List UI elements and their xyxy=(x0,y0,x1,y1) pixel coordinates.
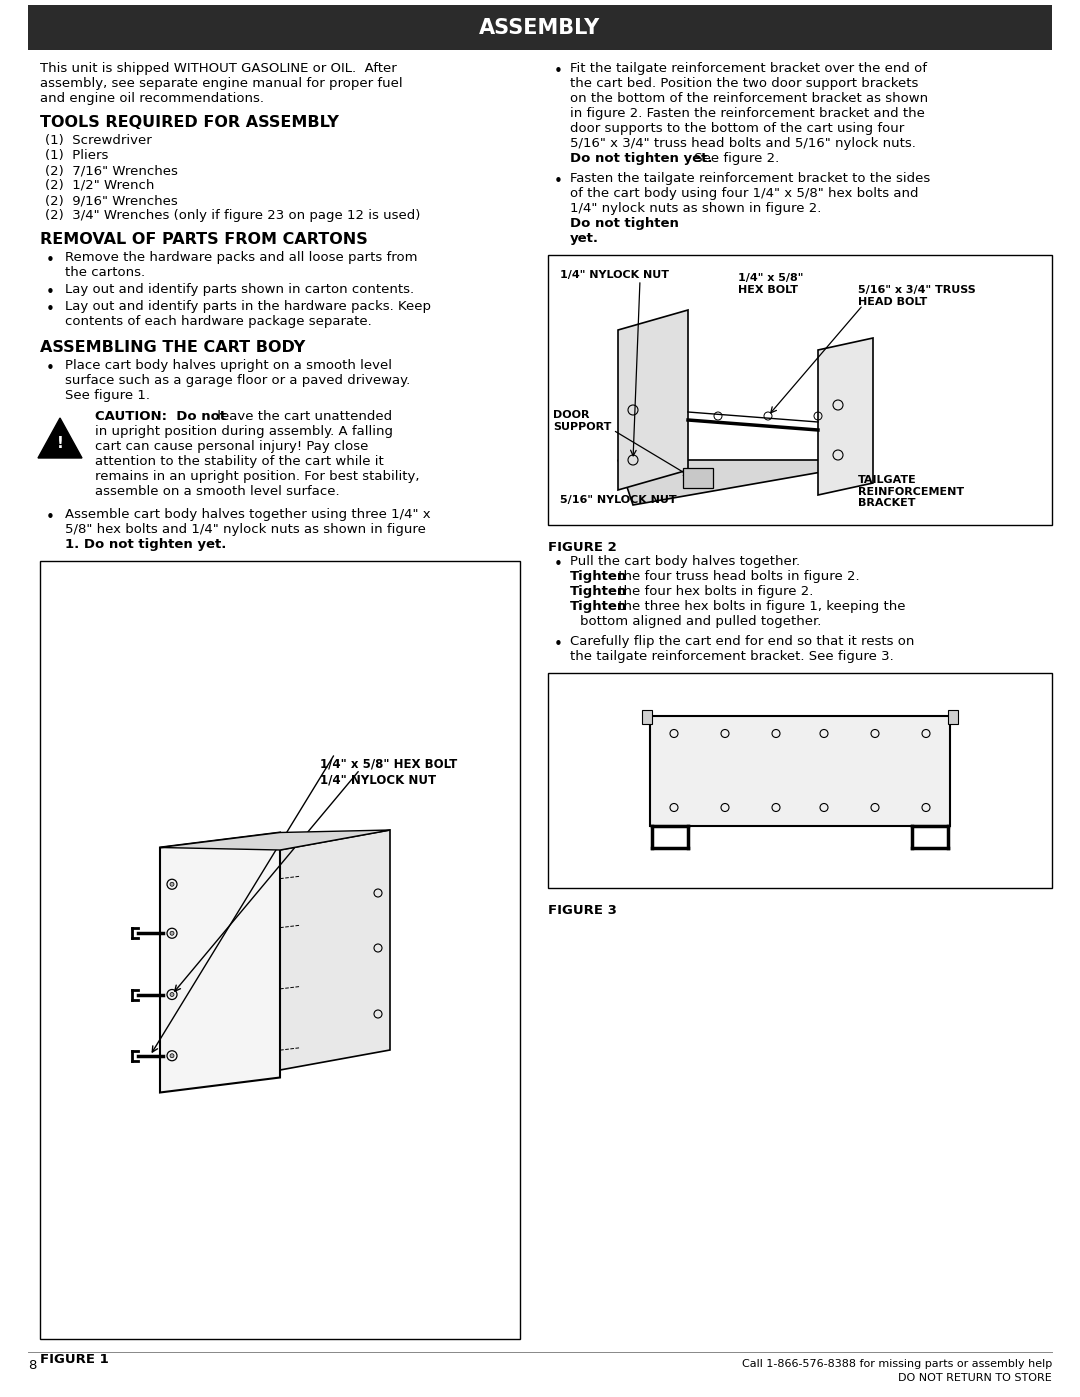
Text: surface such as a garage floor or a paved driveway.: surface such as a garage floor or a pave… xyxy=(65,374,410,387)
Text: the cart bed. Position the two door support brackets: the cart bed. Position the two door supp… xyxy=(570,77,918,89)
Circle shape xyxy=(170,932,174,935)
Text: See figure 1.: See figure 1. xyxy=(65,388,150,402)
Text: assemble on a smooth level surface.: assemble on a smooth level surface. xyxy=(95,485,339,497)
Text: Tighten: Tighten xyxy=(570,599,627,613)
Circle shape xyxy=(170,992,174,996)
Text: Lay out and identify parts shown in carton contents.: Lay out and identify parts shown in cart… xyxy=(65,284,414,296)
Polygon shape xyxy=(38,418,82,458)
Text: 5/8" hex bolts and 1/4" nylock nuts as shown in figure: 5/8" hex bolts and 1/4" nylock nuts as s… xyxy=(65,522,426,536)
Circle shape xyxy=(170,1053,174,1058)
Text: 1/4" nylock nuts as shown in figure 2.: 1/4" nylock nuts as shown in figure 2. xyxy=(570,203,825,215)
Text: the three hex bolts in figure 1, keeping the: the three hex bolts in figure 1, keeping… xyxy=(615,599,906,613)
Text: assembly, see separate engine manual for proper fuel: assembly, see separate engine manual for… xyxy=(40,77,403,89)
Polygon shape xyxy=(618,310,688,490)
Text: Fasten the tailgate reinforcement bracket to the sides: Fasten the tailgate reinforcement bracke… xyxy=(570,172,930,184)
Text: •: • xyxy=(46,302,55,317)
Text: Pull the cart body halves together.: Pull the cart body halves together. xyxy=(570,555,800,569)
Text: FIGURE 2: FIGURE 2 xyxy=(548,541,617,555)
Text: and engine oil recommendations.: and engine oil recommendations. xyxy=(40,92,264,105)
Text: 1/4" x 5/8" HEX BOLT: 1/4" x 5/8" HEX BOLT xyxy=(320,757,457,771)
Text: (2)  3/4" Wrenches (only if figure 23 on page 12 is used): (2) 3/4" Wrenches (only if figure 23 on … xyxy=(45,210,420,222)
Text: contents of each hardware package separate.: contents of each hardware package separa… xyxy=(65,314,372,328)
Text: 8: 8 xyxy=(28,1359,37,1372)
Text: •: • xyxy=(46,285,55,300)
Text: Do not tighten: Do not tighten xyxy=(570,217,679,231)
Text: Fit the tailgate reinforcement bracket over the end of: Fit the tailgate reinforcement bracket o… xyxy=(570,61,927,75)
Polygon shape xyxy=(160,833,280,1092)
Text: in upright position during assembly. A falling: in upright position during assembly. A f… xyxy=(95,425,393,439)
Text: FIGURE 1: FIGURE 1 xyxy=(40,1354,109,1366)
FancyBboxPatch shape xyxy=(40,562,519,1338)
Text: of the cart body using four 1/4" x 5/8" hex bolts and: of the cart body using four 1/4" x 5/8" … xyxy=(570,187,918,200)
Text: the cartons.: the cartons. xyxy=(65,265,145,279)
Text: Carefully flip the cart end for end so that it rests on: Carefully flip the cart end for end so t… xyxy=(570,636,915,648)
Text: on the bottom of the reinforcement bracket as shown: on the bottom of the reinforcement brack… xyxy=(570,92,928,105)
Text: DOOR
SUPPORT: DOOR SUPPORT xyxy=(553,409,611,432)
Text: the tailgate reinforcement bracket. See figure 3.: the tailgate reinforcement bracket. See … xyxy=(570,650,894,664)
Text: Do not tighten yet.: Do not tighten yet. xyxy=(570,152,713,165)
Text: !: ! xyxy=(56,436,64,451)
Text: attention to the stability of the cart while it: attention to the stability of the cart w… xyxy=(95,455,383,468)
FancyBboxPatch shape xyxy=(650,715,950,826)
Text: door supports to the bottom of the cart using four: door supports to the bottom of the cart … xyxy=(570,122,904,136)
Text: bottom aligned and pulled together.: bottom aligned and pulled together. xyxy=(580,615,822,629)
Circle shape xyxy=(170,883,174,886)
Text: ASSEMBLING THE CART BODY: ASSEMBLING THE CART BODY xyxy=(40,339,306,355)
Text: (2)  1/2" Wrench: (2) 1/2" Wrench xyxy=(45,179,154,191)
FancyBboxPatch shape xyxy=(548,256,1052,525)
Text: TAILGATE
REINFORCEMENT
BRACKET: TAILGATE REINFORCEMENT BRACKET xyxy=(858,475,964,509)
Text: the four truss head bolts in figure 2.: the four truss head bolts in figure 2. xyxy=(615,570,860,583)
Text: •: • xyxy=(554,175,563,189)
Text: (1)  Pliers: (1) Pliers xyxy=(45,149,108,162)
Text: 1/4" x 5/8"
HEX BOLT: 1/4" x 5/8" HEX BOLT xyxy=(738,272,804,295)
Text: in figure 2. Fasten the reinforcement bracket and the: in figure 2. Fasten the reinforcement br… xyxy=(570,108,924,120)
FancyBboxPatch shape xyxy=(548,673,1052,888)
Text: REMOVAL OF PARTS FROM CARTONS: REMOVAL OF PARTS FROM CARTONS xyxy=(40,232,368,247)
FancyBboxPatch shape xyxy=(642,710,652,724)
Polygon shape xyxy=(280,830,390,1070)
Text: the four hex bolts in figure 2.: the four hex bolts in figure 2. xyxy=(615,585,813,598)
Text: Tighten: Tighten xyxy=(570,585,627,598)
Text: •: • xyxy=(46,360,55,376)
Text: •: • xyxy=(554,64,563,80)
Text: Tighten: Tighten xyxy=(570,570,627,583)
Text: •: • xyxy=(554,637,563,652)
Text: FIGURE 3: FIGURE 3 xyxy=(548,904,617,916)
Polygon shape xyxy=(160,830,390,849)
Text: 5/16" NYLOCK NUT: 5/16" NYLOCK NUT xyxy=(561,495,677,504)
Text: Place cart body halves upright on a smooth level: Place cart body halves upright on a smoo… xyxy=(65,359,392,372)
Text: 1/4" NYLOCK NUT: 1/4" NYLOCK NUT xyxy=(320,774,436,787)
Text: TOOLS REQUIRED FOR ASSEMBLY: TOOLS REQUIRED FOR ASSEMBLY xyxy=(40,115,339,130)
Text: (2)  9/16" Wrenches: (2) 9/16" Wrenches xyxy=(45,194,178,207)
Text: Lay out and identify parts in the hardware packs. Keep: Lay out and identify parts in the hardwa… xyxy=(65,300,431,313)
Polygon shape xyxy=(818,338,873,495)
Text: CAUTION:  Do not: CAUTION: Do not xyxy=(95,409,226,423)
FancyBboxPatch shape xyxy=(683,468,713,488)
FancyBboxPatch shape xyxy=(28,6,1052,50)
Text: remains in an upright position. For best stability,: remains in an upright position. For best… xyxy=(95,469,419,483)
Text: This unit is shipped WITHOUT GASOLINE or OIL.  After: This unit is shipped WITHOUT GASOLINE or… xyxy=(40,61,396,75)
Text: Remove the hardware packs and all loose parts from: Remove the hardware packs and all loose … xyxy=(65,251,418,264)
Text: 5/16" x 3/4" truss head bolts and 5/16" nylock nuts.: 5/16" x 3/4" truss head bolts and 5/16" … xyxy=(570,137,916,149)
Text: •: • xyxy=(46,253,55,268)
Text: 1. Do not tighten yet.: 1. Do not tighten yet. xyxy=(65,538,227,550)
Text: (1)  Screwdriver: (1) Screwdriver xyxy=(45,134,152,147)
Text: (2)  7/16" Wrenches: (2) 7/16" Wrenches xyxy=(45,163,178,177)
Text: •: • xyxy=(554,557,563,571)
Text: yet.: yet. xyxy=(570,232,599,244)
Text: ASSEMBLY: ASSEMBLY xyxy=(480,18,600,38)
Text: Call 1-866-576-8388 for missing parts or assembly help: Call 1-866-576-8388 for missing parts or… xyxy=(742,1359,1052,1369)
Text: 5/16" x 3/4" TRUSS
HEAD BOLT: 5/16" x 3/4" TRUSS HEAD BOLT xyxy=(858,285,975,306)
Text: DO NOT RETURN TO STORE: DO NOT RETURN TO STORE xyxy=(899,1373,1052,1383)
Polygon shape xyxy=(618,460,833,504)
Text: leave the cart unattended: leave the cart unattended xyxy=(213,409,392,423)
Text: See figure 2.: See figure 2. xyxy=(690,152,780,165)
Text: Assemble cart body halves together using three 1/4" x: Assemble cart body halves together using… xyxy=(65,509,431,521)
FancyBboxPatch shape xyxy=(948,710,958,724)
Text: 1/4" NYLOCK NUT: 1/4" NYLOCK NUT xyxy=(561,270,669,279)
Text: •: • xyxy=(46,510,55,525)
Text: cart can cause personal injury! Pay close: cart can cause personal injury! Pay clos… xyxy=(95,440,368,453)
